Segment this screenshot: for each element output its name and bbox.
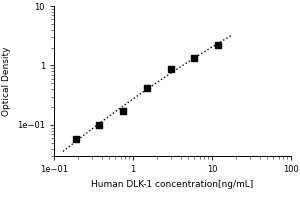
X-axis label: Human DLK-1 concentration[ng/mL]: Human DLK-1 concentration[ng/mL] — [92, 180, 254, 189]
Point — [168, 67, 173, 70]
Point — [145, 86, 149, 89]
Y-axis label: Optical Density: Optical Density — [2, 46, 11, 116]
Point — [192, 56, 197, 59]
Point — [73, 137, 78, 141]
Point — [97, 123, 102, 127]
Point — [216, 43, 221, 47]
Point — [121, 110, 125, 113]
